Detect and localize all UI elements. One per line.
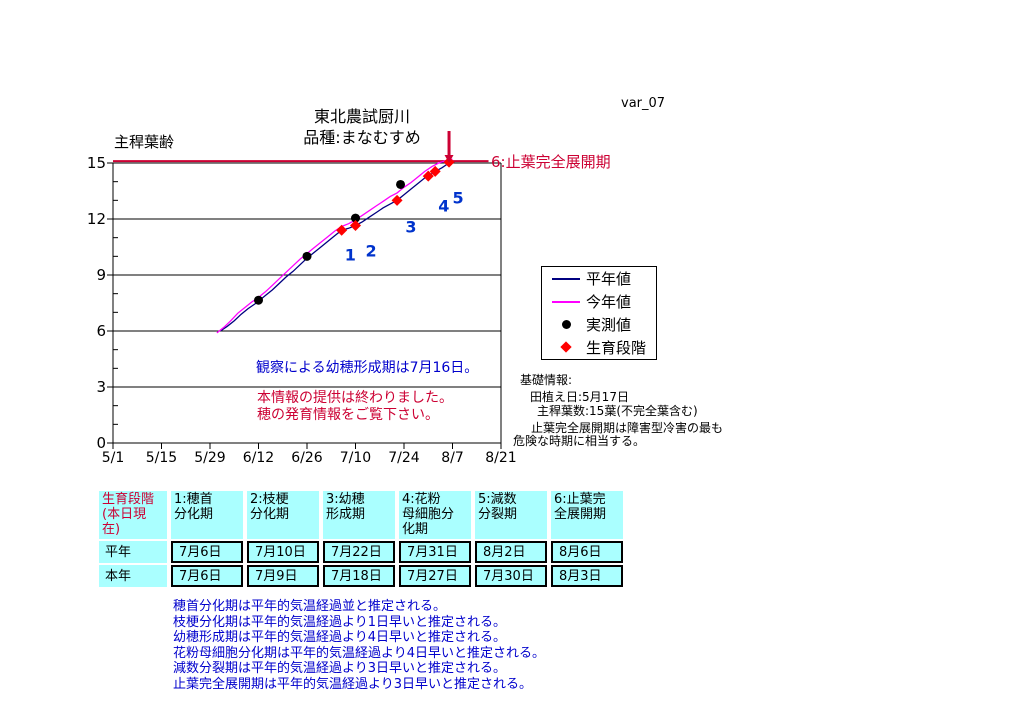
table-header-cell: 2:枝梗 分化期	[247, 491, 319, 539]
basic-info-line: 止葉完全展開期は障害型冷害の最も	[531, 421, 724, 435]
stage6-arrow-head	[444, 155, 454, 163]
observation-note: 観察による幼穂形成期は7月16日。	[256, 360, 479, 376]
table-date-cell: 7月10日	[247, 541, 319, 563]
x-tick-label: 5/15	[145, 450, 178, 466]
table-row-label: 本年	[99, 565, 167, 587]
series-今年値	[216, 158, 453, 334]
stage-number-label: 1	[344, 245, 356, 265]
footnote-line: 穂首分化期は平年的気温経過並と推定される。	[173, 599, 447, 614]
diamond-swatch-icon	[546, 341, 586, 353]
table-header-cell: 4:花粉 母細胞分 化期	[399, 491, 471, 539]
series-平年値	[220, 162, 450, 332]
table-date-cell: 7月6日	[171, 565, 243, 587]
table-date-cell: 8月2日	[475, 541, 547, 563]
stage-number-label: 5	[452, 188, 464, 208]
dot-swatch-icon	[546, 319, 586, 329]
x-tick-label: 5/1	[101, 450, 125, 466]
growth-stage-table: 生育段階 (本日現在) 1:穂首 分化期 2:枝梗 分化期 3:幼穂 形成期 4…	[95, 489, 627, 589]
footnotes: 穂首分化期は平年的気温経過並と推定される。 枝梗分化期は平年的気温経過より1日早…	[173, 599, 545, 693]
stage-diamond	[336, 224, 348, 236]
legend-item: 平年値	[546, 268, 656, 290]
table-header-cell: 6:止葉完 全展開期	[551, 491, 623, 539]
stage-number-label: 4	[438, 196, 450, 216]
stage-diamond	[391, 194, 403, 206]
table-row: 平年 7月6日 7月10日 7月22日 7月31日 8月2日 8月6日	[99, 541, 623, 563]
legend-item: 実測値	[546, 313, 656, 335]
table-date-cell: 7月6日	[171, 541, 243, 563]
y-tick-label: 9	[96, 266, 106, 284]
footnote-line: 減数分裂期は平年的気温経過より3日早いと推定される。	[173, 661, 507, 677]
basic-info-heading: 基礎情報:	[520, 373, 573, 387]
table-date-cell: 7月22日	[323, 541, 395, 563]
y-tick-label: 6	[96, 322, 106, 340]
x-tick-label: 7/24	[388, 450, 420, 466]
x-tick-label: 5/29	[194, 450, 226, 466]
stage-diamond	[350, 220, 361, 232]
notice-line-2: 穂の発育情報をご覧下さい。	[257, 407, 439, 423]
chart-title-variety: 品種:まなむすめ	[303, 128, 421, 147]
table-header-cell: 3:幼穂 形成期	[323, 491, 395, 539]
table-row: 本年 7月6日 7月9日 7月18日 7月27日 7月30日 8月3日	[99, 565, 623, 587]
legend-item-label: 生育段階	[586, 338, 647, 357]
legend-item-label: 今年値	[586, 293, 632, 312]
legend-item: 生育段階	[546, 336, 656, 358]
y-tick-label: 15	[86, 154, 106, 172]
y-tick-label: 12	[86, 210, 106, 228]
y-tick-label: 0	[96, 434, 106, 452]
x-tick-label: 7/10	[339, 450, 372, 466]
table-date-cell: 7月18日	[323, 565, 395, 587]
basic-info-line: 主稈葉数:15葉(不完全葉含む)	[537, 404, 698, 418]
table-date-cell: 7月27日	[399, 565, 471, 587]
x-tick-label: 8/21	[485, 450, 517, 466]
table-date-cell: 7月31日	[399, 541, 471, 563]
stage6-annotation: 6:止葉完全展開期	[491, 153, 611, 171]
notice-line-1: 本情報の提供は終わりました。	[257, 390, 453, 406]
stage-number-label: 2	[365, 241, 377, 261]
stage-number-label: 3	[405, 217, 417, 237]
table-date-cell: 7月30日	[475, 565, 547, 587]
legend: 平年値 今年値 実測値 生育段階	[541, 266, 657, 360]
observed-point	[396, 179, 406, 189]
basic-info-line: 田植え日:5月17日	[530, 390, 629, 404]
line-swatch-icon	[546, 300, 586, 303]
observed-point	[351, 213, 360, 223]
legend-item-label: 実測値	[586, 315, 632, 334]
footnote-line: 花粉母細胞分化期は平年的気温経過より4日早いと推定される。	[173, 645, 546, 661]
y-tick-label: 3	[96, 378, 106, 396]
footnote-line: 幼穂形成期は平年的気温経過より4日早いと推定される。	[173, 630, 507, 646]
stage-diamond	[422, 170, 434, 182]
x-tick-label: 6/26	[291, 450, 323, 466]
table-date-cell: 8月3日	[551, 565, 623, 587]
footnote-line: 止葉完全展開期は平年的気温経過より3日早いと推定される。	[173, 676, 533, 692]
table-header-row: 生育段階 (本日現在) 1:穂首 分化期 2:枝梗 分化期 3:幼穂 形成期 4…	[99, 491, 623, 539]
basic-info-line: 危険な時期に相当する。	[513, 434, 646, 448]
observed-point	[302, 251, 312, 261]
variant-label: var_07	[621, 96, 666, 111]
x-tick-label: 6/12	[242, 450, 275, 466]
line-swatch-icon	[546, 277, 586, 280]
table-header-cell: 1:穂首 分化期	[171, 491, 243, 539]
table-date-cell: 7月9日	[247, 565, 319, 587]
legend-item-label: 平年値	[586, 270, 632, 289]
table-corner-cell: 生育段階 (本日現在)	[99, 491, 167, 539]
stage-diamond	[429, 165, 441, 177]
table-header-cell: 5:減数 分裂期	[475, 491, 547, 539]
footnote-line: 枝梗分化期は平年的気温経過より1日早いと推定される。	[173, 614, 507, 630]
chart-title-station: 東北農試厨川	[313, 107, 410, 126]
table-row-label: 平年	[99, 541, 167, 563]
table-date-cell: 8月6日	[551, 541, 623, 563]
legend-item: 今年値	[546, 291, 656, 313]
observed-point	[254, 295, 263, 305]
y-axis-title: 主稈葉齢	[114, 133, 175, 151]
x-tick-label: 8/7	[441, 450, 464, 466]
